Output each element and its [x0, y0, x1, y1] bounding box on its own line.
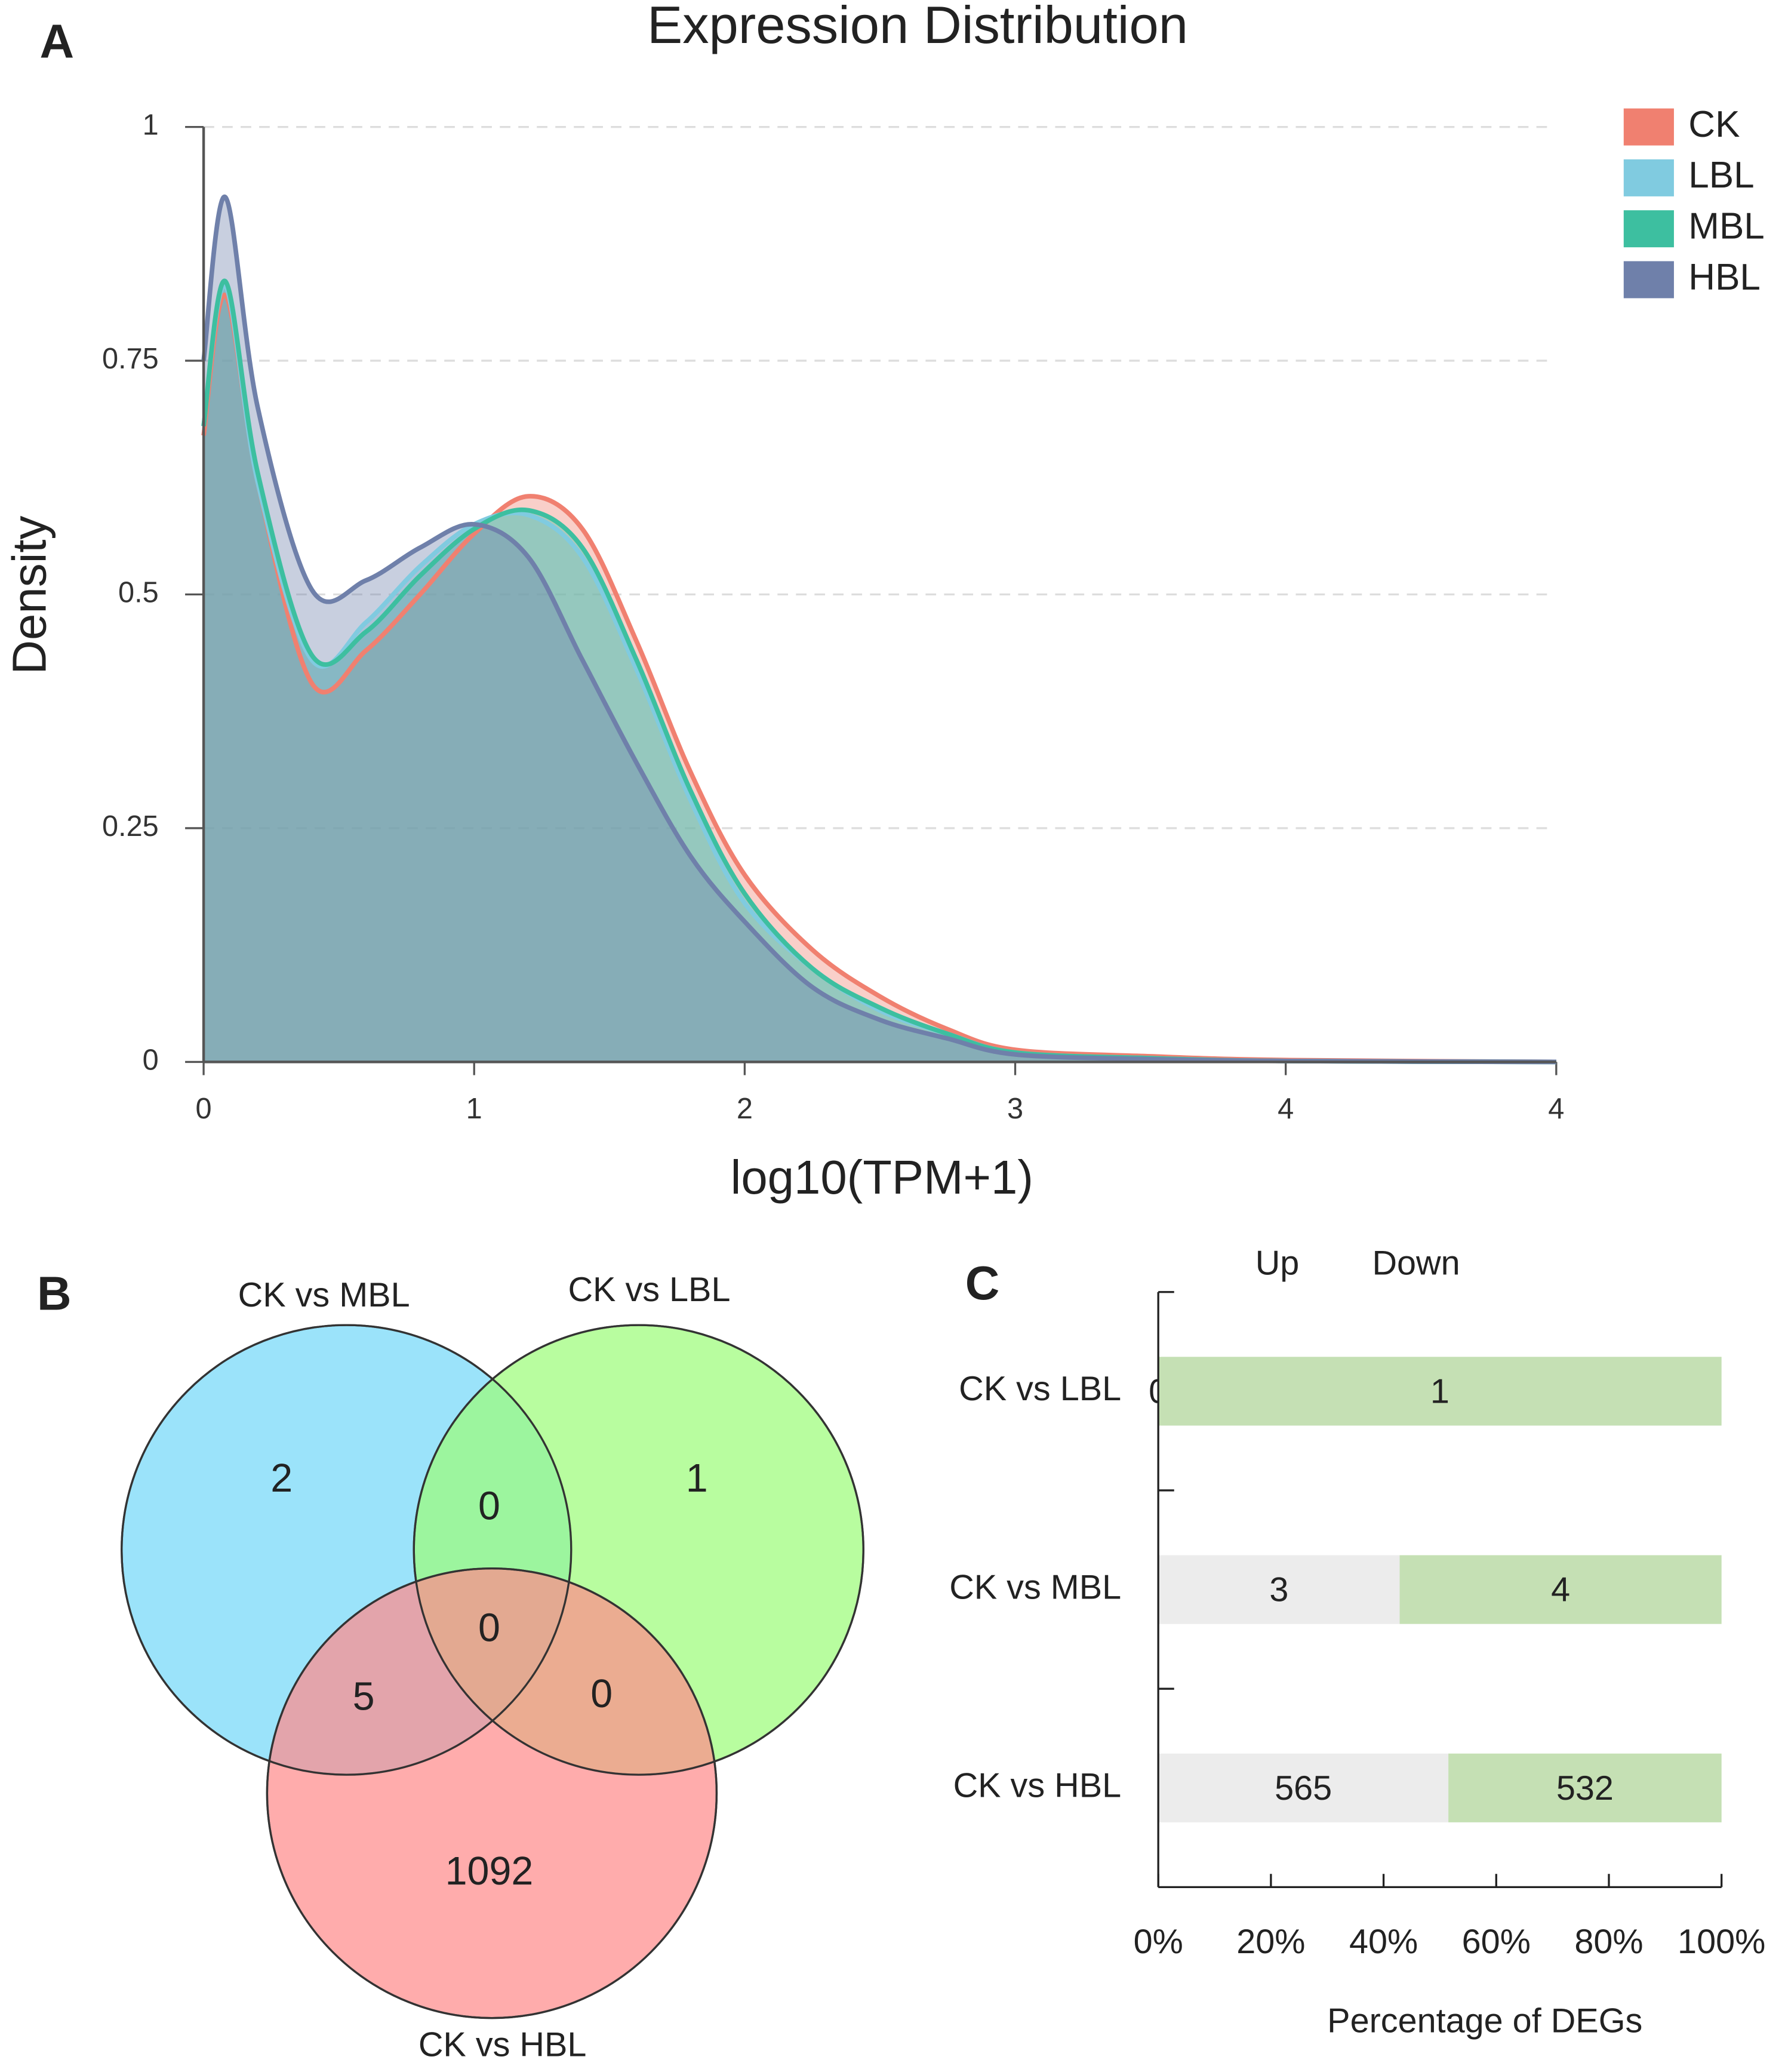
venn-outline	[121, 1324, 573, 1776]
area-fill	[204, 196, 1556, 1062]
y-axis-label: Density	[2, 516, 56, 675]
density-line	[201, 195, 1556, 1065]
y-tick-label: 1	[143, 109, 159, 141]
bar-segment	[1158, 1555, 1400, 1624]
legend-swatch	[1623, 159, 1674, 196]
legend-label: Up	[1255, 1244, 1300, 1283]
data-label: 3	[1269, 1571, 1288, 1609]
set-label: CK vs LBL	[568, 1271, 730, 1309]
region-count: 0	[478, 1606, 500, 1650]
x-tick-label: 20%	[1236, 1923, 1305, 1961]
panel-label: A	[39, 14, 74, 67]
x-tick-label: 4	[1278, 1093, 1294, 1125]
legend-label: Down	[1372, 1244, 1460, 1283]
x-tick-label: 2	[737, 1093, 753, 1125]
area-fill	[204, 281, 1556, 1062]
legend-label: CK	[1688, 104, 1740, 145]
chart-title: Expression Distribution	[647, 0, 1188, 54]
data-label: 565	[1275, 1769, 1332, 1807]
bar-segment	[1448, 1753, 1722, 1822]
legend-swatch	[1623, 210, 1674, 248]
y-tick-label: CK vs LBL	[959, 1370, 1121, 1408]
region-count: 1092	[445, 1849, 534, 1893]
y-tick-label: 0	[143, 1044, 159, 1076]
x-tick-label: 1	[466, 1093, 482, 1125]
region-count: 5	[353, 1674, 375, 1719]
venn-outline	[413, 1324, 864, 1776]
legend-swatch	[1623, 108, 1674, 146]
x-tick-label: 100%	[1678, 1923, 1765, 1961]
y-tick-label: CK vs HBL	[953, 1766, 1122, 1804]
legend-label: HBL	[1688, 257, 1761, 298]
bar-segment	[1158, 1753, 1449, 1822]
x-axis-label: Percentage of DEGs	[1327, 2002, 1642, 2040]
x-tick-label: 4	[1548, 1093, 1564, 1125]
data-label: 532	[1556, 1769, 1614, 1807]
y-tick-label: 0.25	[102, 810, 159, 843]
x-tick-label: 0%	[1134, 1923, 1183, 1961]
data-label: 1	[1430, 1373, 1449, 1411]
region-count: 0	[478, 1484, 500, 1529]
y-tick-label: CK vs MBL	[949, 1568, 1121, 1606]
area-fill	[204, 285, 1556, 1062]
panel-label: C	[965, 1256, 1000, 1309]
area-fill	[204, 294, 1556, 1062]
y-tick-label: 0.5	[118, 576, 159, 608]
bar-segment	[1158, 1357, 1722, 1426]
x-tick-label: 3	[1007, 1093, 1023, 1125]
x-tick-label: 60%	[1462, 1923, 1531, 1961]
region-count: 2	[270, 1456, 293, 1501]
legend-swatch	[1623, 261, 1674, 299]
x-tick-label: 0	[196, 1093, 212, 1125]
y-tick-label: 0.75	[102, 343, 159, 375]
bar-segment	[1399, 1555, 1722, 1624]
venn-outline	[266, 1567, 718, 2019]
legend-label: MBL	[1688, 206, 1764, 247]
set-label: CK vs MBL	[238, 1276, 410, 1314]
region-count: 1	[686, 1456, 708, 1501]
legend-label: LBL	[1688, 155, 1754, 196]
x-tick-label: 80%	[1574, 1923, 1643, 1961]
panel-label: B	[37, 1267, 72, 1320]
data-label: 4	[1551, 1571, 1570, 1609]
x-axis-label: log10(TPM+1)	[731, 1151, 1033, 1204]
x-tick-label: 40%	[1349, 1923, 1418, 1961]
region-count: 0	[590, 1672, 613, 1716]
set-label: CK vs HBL	[418, 2026, 587, 2064]
